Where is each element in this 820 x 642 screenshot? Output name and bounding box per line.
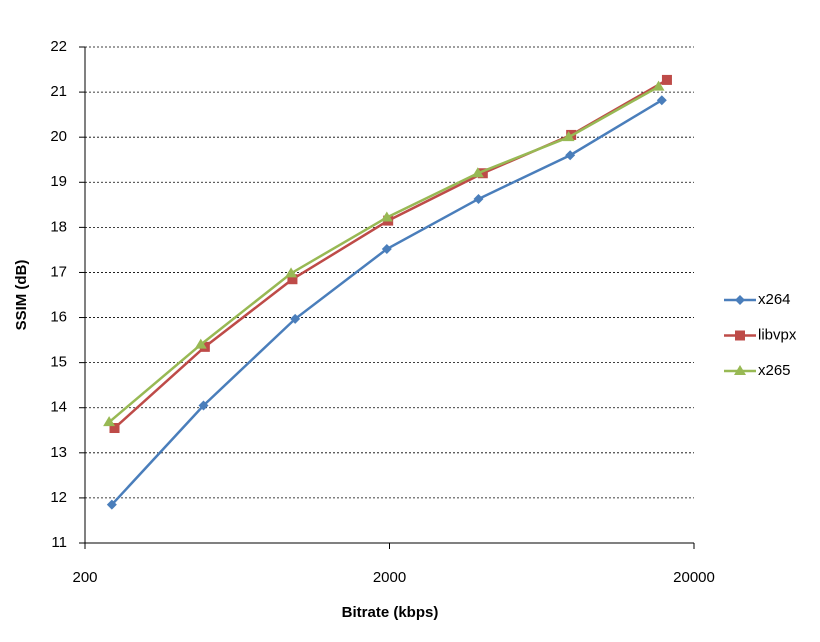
marker — [656, 95, 667, 106]
legend-label: x264 — [758, 291, 791, 308]
x-tick-label: 20000 — [673, 569, 715, 586]
marker — [565, 150, 576, 161]
marker — [106, 499, 117, 510]
y-tick-label: 21 — [50, 83, 67, 100]
marker — [661, 74, 672, 85]
marker — [287, 274, 298, 285]
marker — [735, 295, 745, 305]
series-line — [110, 99, 663, 506]
y-tick-label: 12 — [50, 489, 67, 506]
marker — [471, 167, 484, 178]
marker — [473, 193, 484, 204]
marker — [562, 131, 575, 142]
x-axis-title: Bitrate (kbps) — [342, 604, 439, 621]
y-tick-label: 20 — [50, 128, 67, 145]
marker — [198, 400, 209, 411]
y-axis-title: SSIM (dB) — [13, 260, 30, 331]
marker — [380, 211, 393, 222]
y-tick-label: 22 — [50, 38, 67, 55]
marker — [735, 330, 745, 341]
marker — [290, 313, 301, 324]
y-tick-label: 16 — [50, 309, 67, 326]
marker — [194, 338, 207, 349]
y-tick-label: 13 — [50, 444, 67, 461]
marker — [103, 416, 116, 427]
x-tick-label: 200 — [72, 569, 97, 586]
legend-label: x265 — [758, 362, 791, 379]
y-tick-label: 19 — [50, 173, 67, 190]
marker — [285, 267, 298, 278]
marker — [734, 365, 746, 375]
marker — [477, 168, 488, 179]
series-line — [113, 78, 668, 429]
y-tick-label: 14 — [50, 399, 67, 416]
marker — [109, 423, 120, 434]
legend-label: libvpx — [758, 326, 797, 343]
marker — [381, 244, 392, 255]
marker — [652, 80, 665, 91]
y-tick-label: 15 — [50, 354, 67, 371]
y-tick-label: 17 — [50, 263, 67, 280]
y-tick-label: 18 — [50, 218, 67, 235]
y-tick-label: 11 — [51, 534, 67, 551]
x-tick-label: 2000 — [373, 569, 406, 586]
